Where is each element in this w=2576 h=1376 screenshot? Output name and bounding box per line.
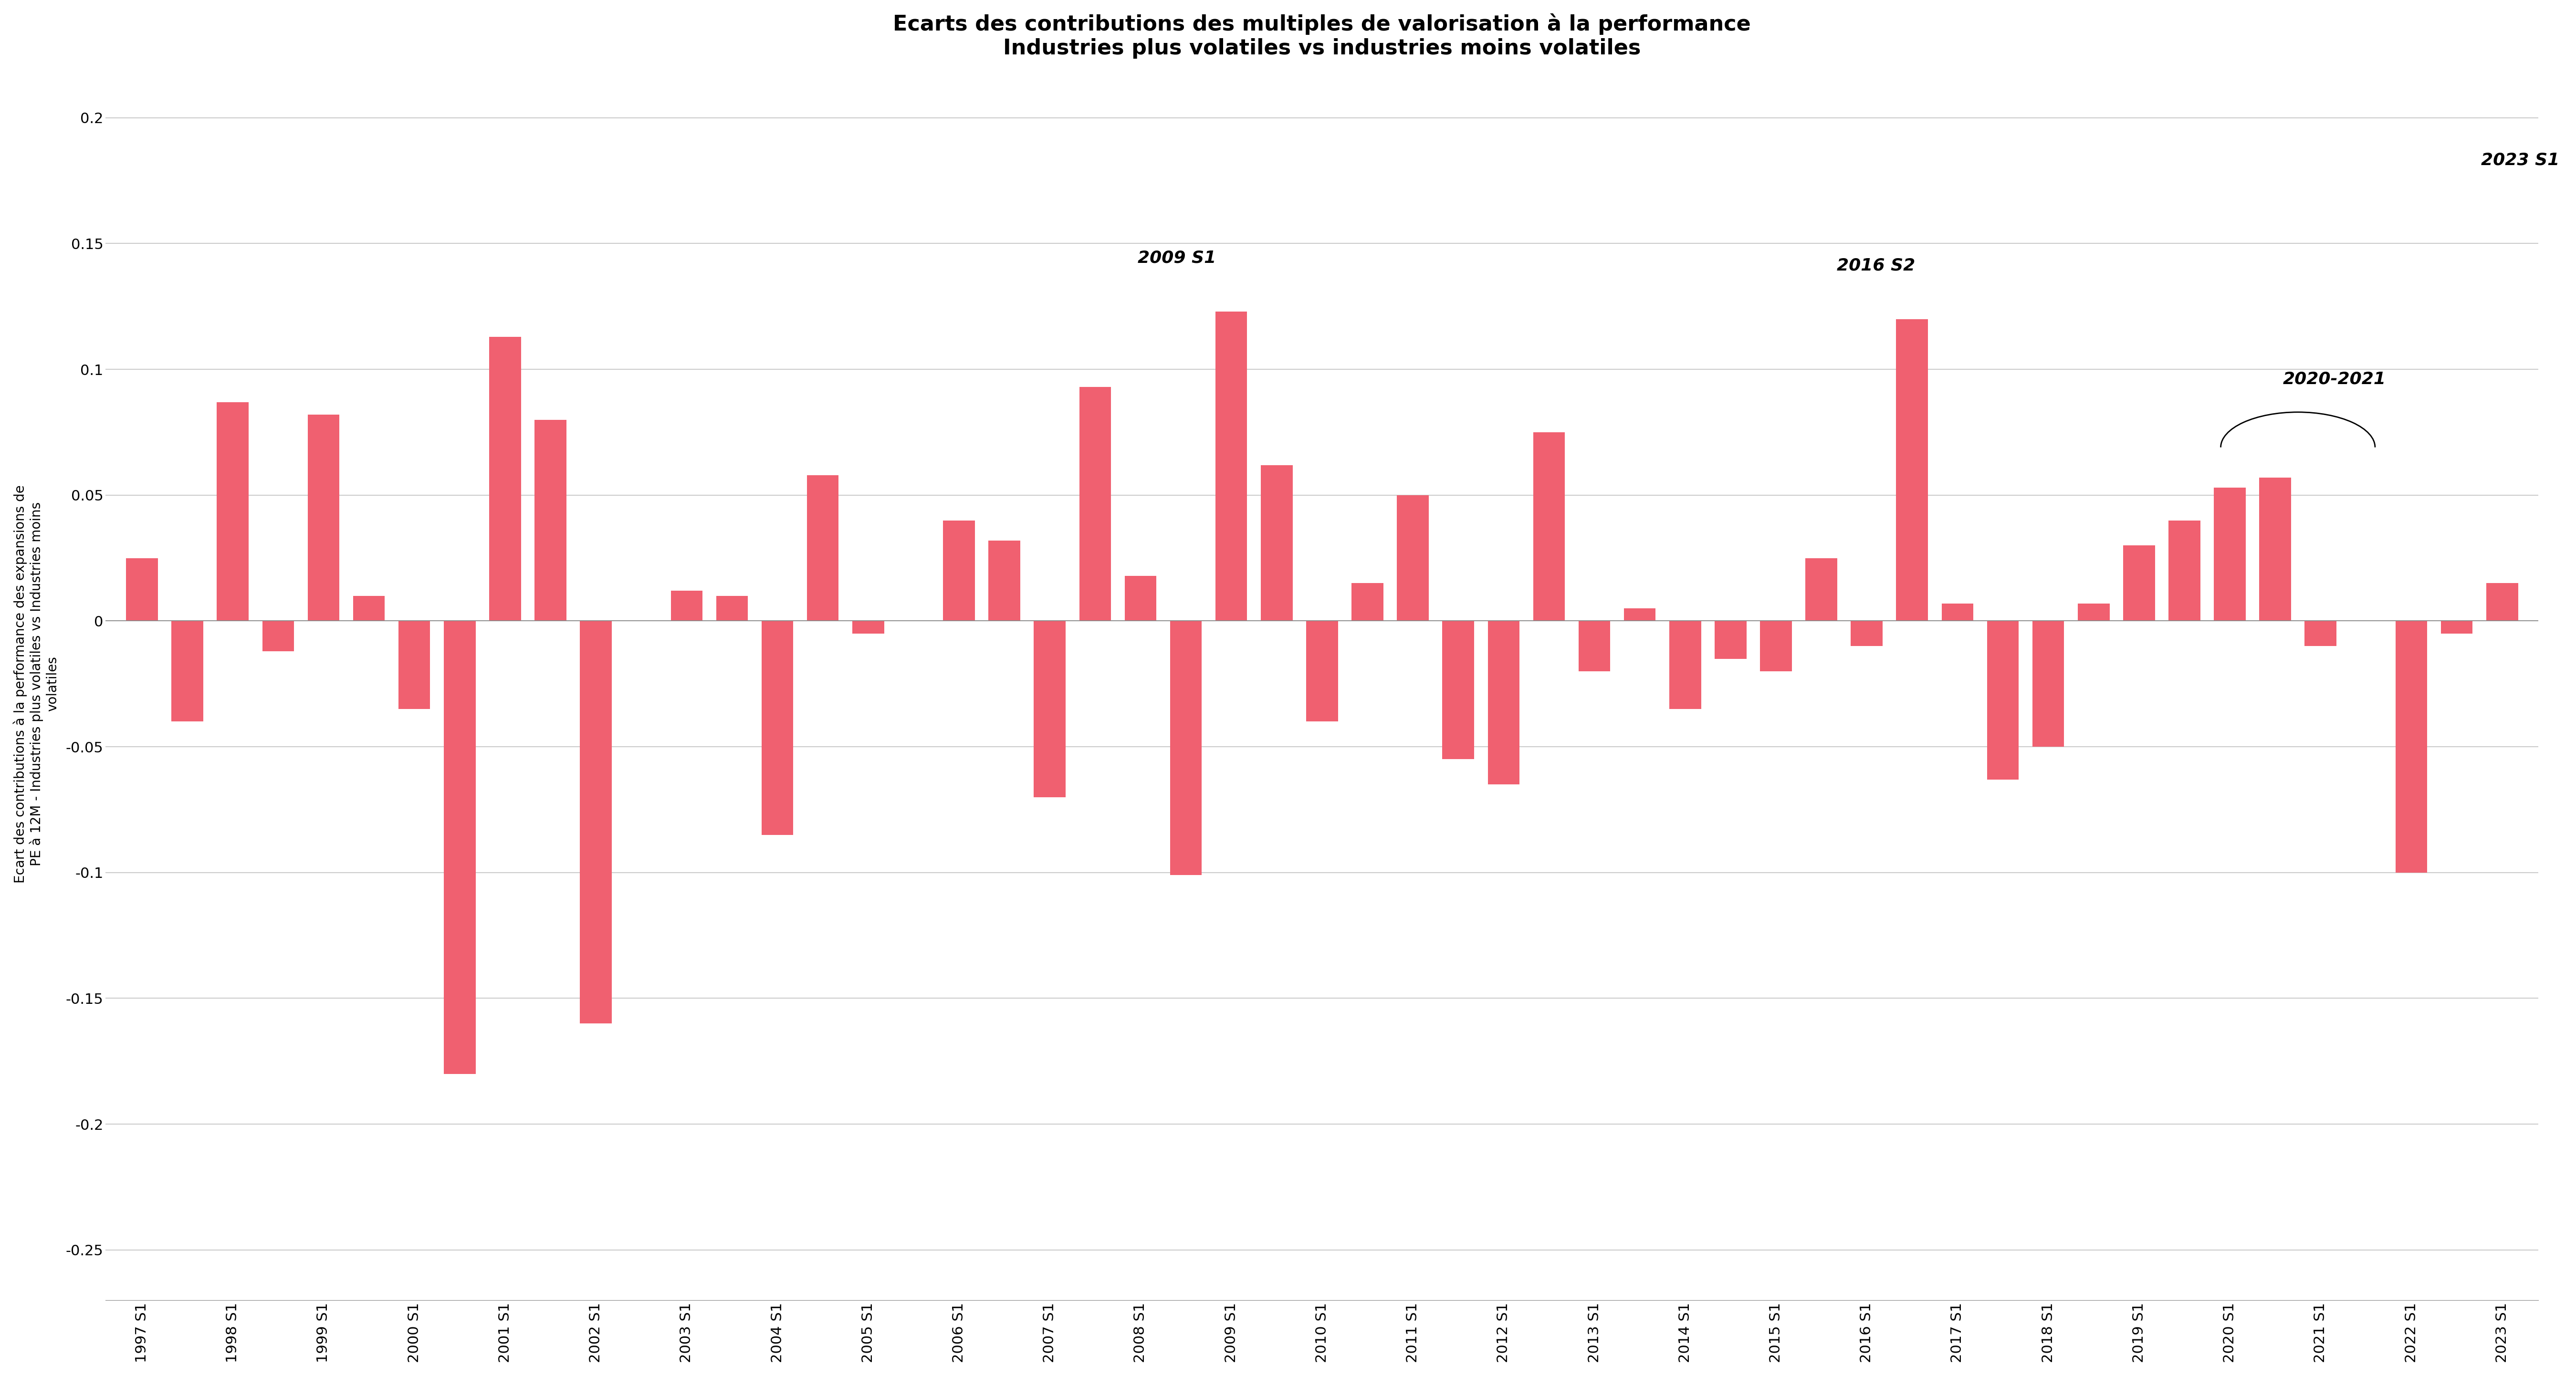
Bar xyxy=(2486,583,2517,621)
Text: 2023 S1: 2023 S1 xyxy=(2481,151,2561,168)
Bar xyxy=(2306,621,2336,647)
Bar xyxy=(216,402,250,621)
Bar xyxy=(853,621,884,633)
Bar xyxy=(2259,477,2290,621)
Bar xyxy=(580,621,611,1024)
Bar xyxy=(1986,621,2020,779)
Bar xyxy=(1126,575,1157,621)
Bar xyxy=(1716,621,1747,659)
Bar xyxy=(489,337,520,621)
Bar xyxy=(1170,621,1203,875)
Bar xyxy=(1579,621,1610,671)
Bar xyxy=(1260,465,1293,621)
Title: Ecarts des contributions des multiples de valorisation à la performance
Industri: Ecarts des contributions des multiples d… xyxy=(894,14,1752,59)
Bar xyxy=(2123,545,2156,621)
Bar xyxy=(716,596,747,621)
Text: 2009 S1: 2009 S1 xyxy=(1139,250,1216,266)
Bar xyxy=(1352,583,1383,621)
Y-axis label: Ecart des contributions à la performance des expansions de
PE à 12M - Industries: Ecart des contributions à la performance… xyxy=(13,484,59,883)
Bar xyxy=(263,621,294,651)
Bar xyxy=(173,621,204,721)
Bar xyxy=(1623,608,1656,621)
Bar xyxy=(1759,621,1793,671)
Bar xyxy=(536,420,567,621)
Bar xyxy=(1306,621,1337,721)
Bar xyxy=(670,590,703,621)
Text: 2016 S2: 2016 S2 xyxy=(1837,257,1914,274)
Bar xyxy=(1443,621,1473,760)
Bar xyxy=(2032,621,2063,747)
Bar xyxy=(806,475,840,621)
Bar xyxy=(399,621,430,709)
Bar xyxy=(1669,621,1700,709)
Bar xyxy=(2396,621,2427,872)
Text: 2020-2021: 2020-2021 xyxy=(2282,370,2385,387)
Bar xyxy=(1806,559,1837,621)
Bar xyxy=(1533,432,1564,621)
Bar xyxy=(1396,495,1430,621)
Bar xyxy=(1079,387,1110,621)
Bar xyxy=(2442,621,2473,633)
Bar xyxy=(1850,621,1883,647)
Bar xyxy=(126,559,157,621)
Bar xyxy=(762,621,793,835)
Bar xyxy=(1942,603,1973,621)
Bar xyxy=(2079,603,2110,621)
Bar xyxy=(943,520,974,621)
Bar xyxy=(2213,487,2246,621)
Bar xyxy=(443,621,477,1073)
Bar xyxy=(1896,319,1927,621)
Bar xyxy=(353,596,384,621)
Bar xyxy=(989,541,1020,621)
Bar xyxy=(1033,621,1066,797)
Bar xyxy=(1216,311,1247,621)
Bar xyxy=(1489,621,1520,784)
Bar xyxy=(2169,520,2200,621)
Bar xyxy=(307,414,340,621)
